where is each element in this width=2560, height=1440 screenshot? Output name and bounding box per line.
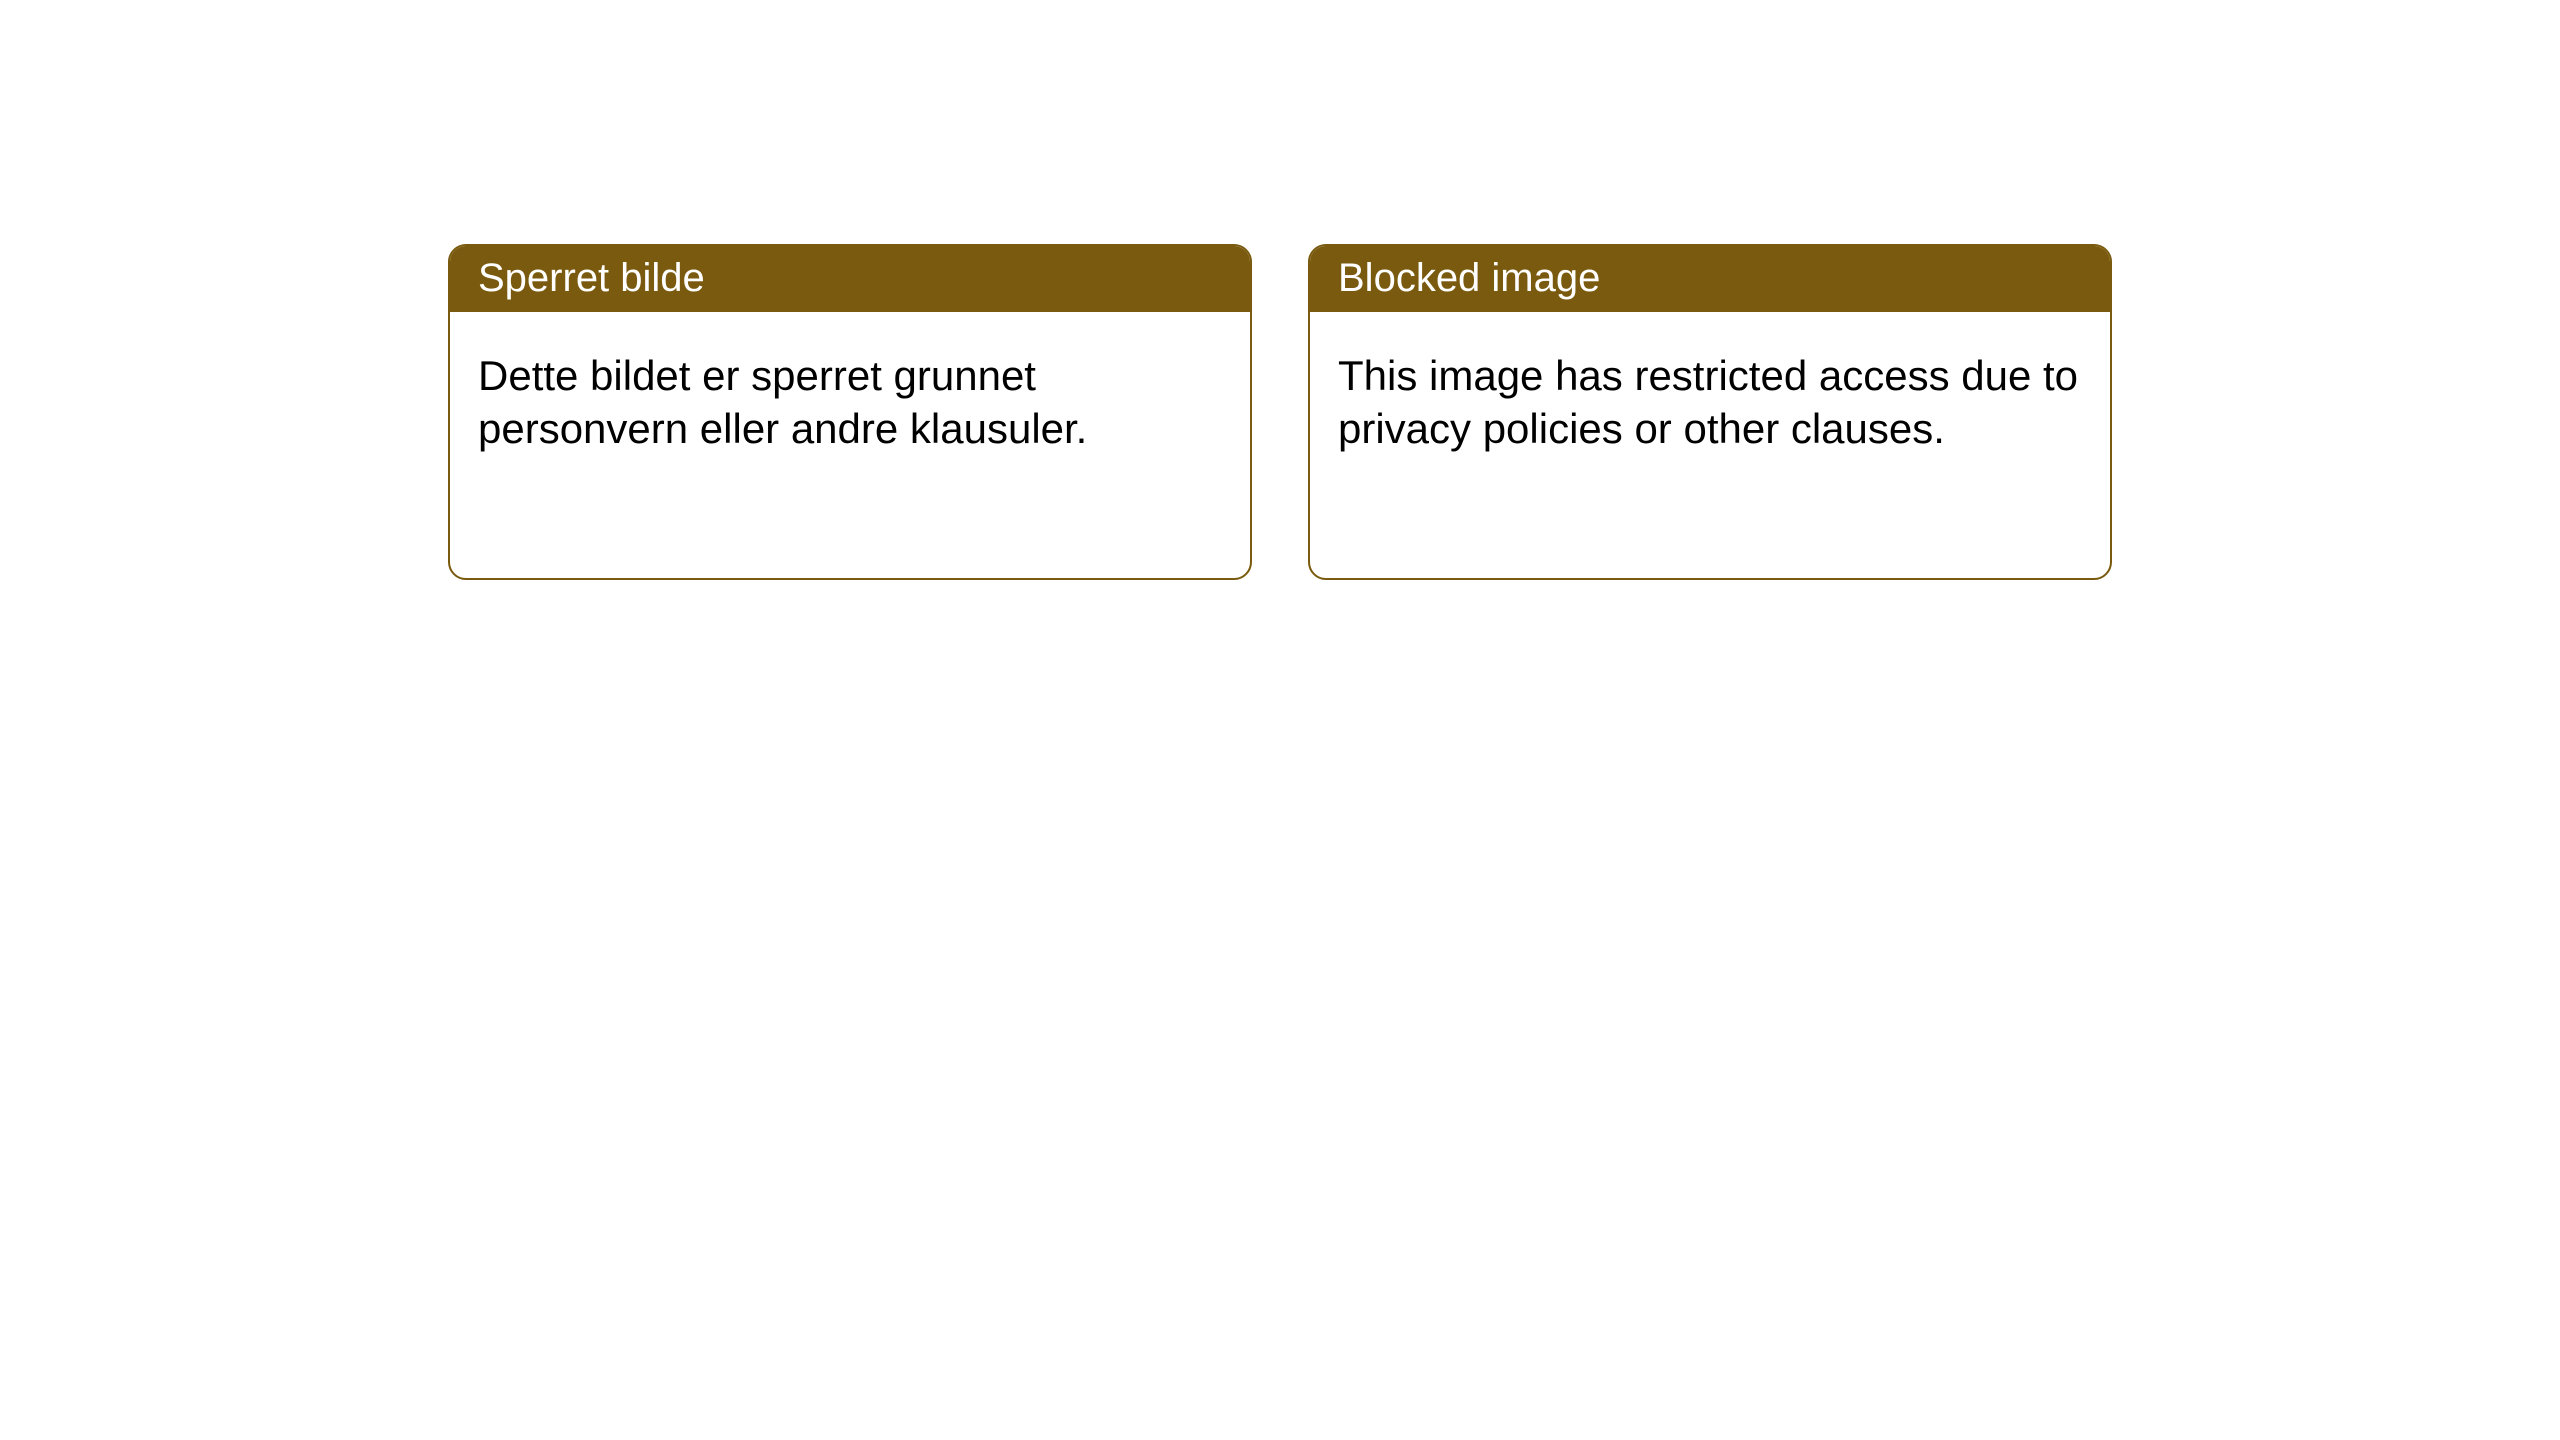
blocked-image-card-no: Sperret bilde Dette bildet er sperret gr… [448, 244, 1252, 580]
card-body-no: Dette bildet er sperret grunnet personve… [450, 312, 1250, 483]
card-body-en: This image has restricted access due to … [1310, 312, 2110, 483]
card-header-en: Blocked image [1310, 246, 2110, 312]
card-header-no: Sperret bilde [450, 246, 1250, 312]
blocked-image-card-en: Blocked image This image has restricted … [1308, 244, 2112, 580]
notice-container: Sperret bilde Dette bildet er sperret gr… [0, 0, 2560, 580]
